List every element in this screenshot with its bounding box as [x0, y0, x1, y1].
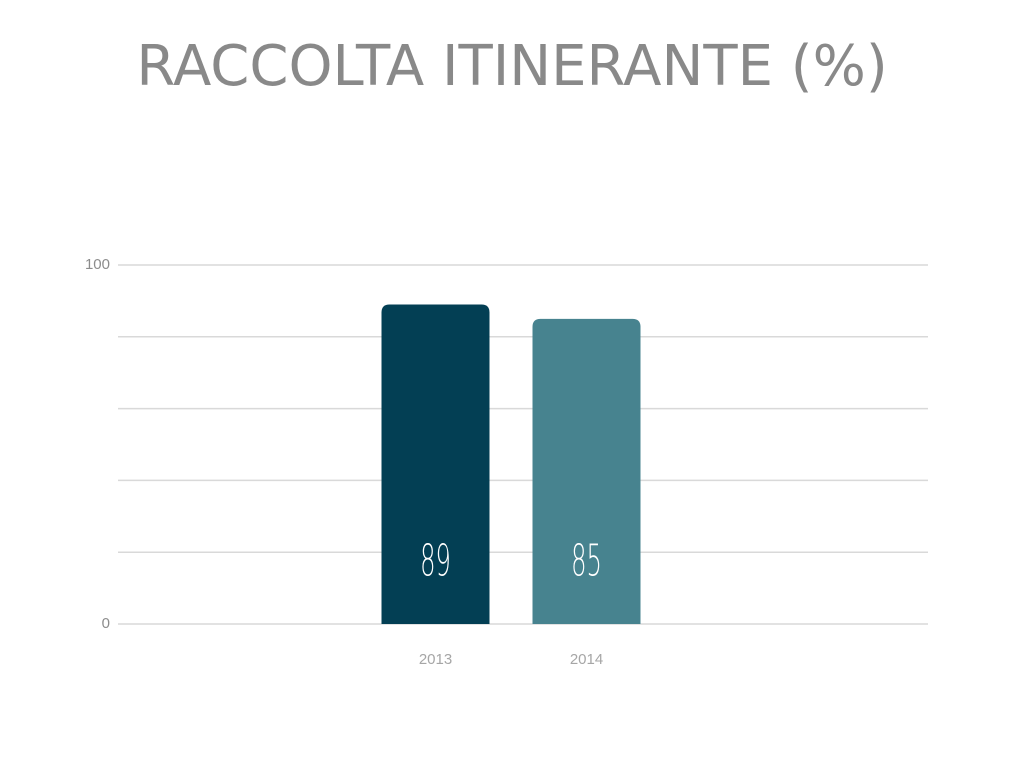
- x-tick-label: 2014: [570, 651, 603, 668]
- bar: [381, 304, 490, 624]
- value-label: 85: [571, 536, 602, 587]
- value-label: 89: [420, 536, 451, 587]
- chart-title: RACCOLTA ITINERANTE (%): [136, 34, 887, 99]
- value-label-group: 85: [571, 536, 602, 587]
- y-tick-label: 0: [102, 615, 110, 632]
- value-label-group: 89: [420, 536, 451, 587]
- bar: [532, 318, 641, 624]
- x-tick-label: 2013: [419, 651, 452, 668]
- y-tick-label: 100: [85, 256, 110, 273]
